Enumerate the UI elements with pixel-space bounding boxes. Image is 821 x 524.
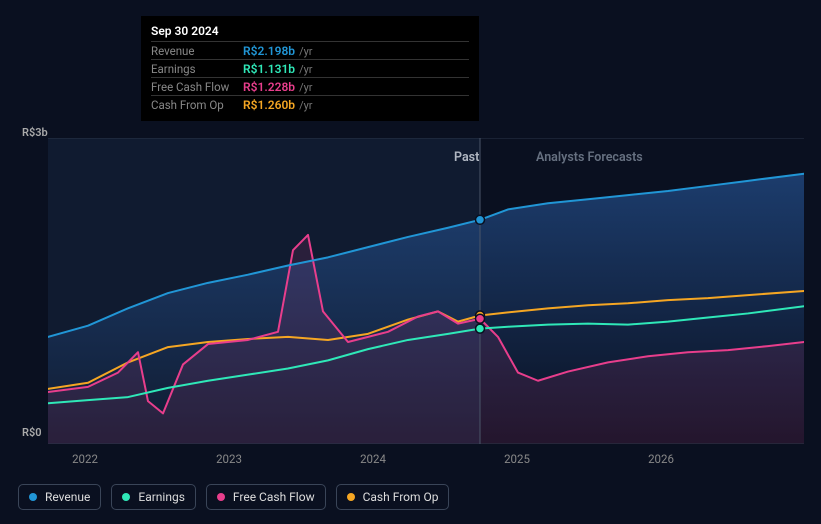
legend-dot-icon (29, 493, 37, 501)
tooltip-row-unit: /yr (299, 63, 312, 76)
x-axis-tick-label: 2023 (216, 452, 242, 466)
legend-item[interactable]: Cash From Op (336, 484, 450, 510)
x-axis-tick-label: 2025 (504, 452, 530, 466)
y-axis-label-bottom: R$0 (22, 426, 42, 439)
tooltip-row-label: Earnings (151, 62, 243, 76)
tooltip-row-unit: /yr (299, 99, 312, 112)
legend-label: Cash From Op (363, 490, 439, 504)
tooltip-row: Cash From OpR$1.260b/yr (151, 95, 469, 113)
tooltip-row-value: R$1.228b (243, 80, 295, 94)
tooltip-row-label: Cash From Op (151, 98, 243, 112)
tooltip-row: EarningsR$1.131b/yr (151, 59, 469, 77)
tooltip-row-label: Free Cash Flow (151, 80, 243, 94)
legend-label: Free Cash Flow (233, 490, 315, 504)
tooltip-row: Free Cash FlowR$1.228b/yr (151, 77, 469, 95)
chart-tooltip: Sep 30 2024 RevenueR$2.198b/yrEarningsR$… (141, 16, 479, 121)
legend-label: Revenue (45, 490, 90, 504)
tooltip-row-label: Revenue (151, 44, 243, 58)
legend-item[interactable]: Revenue (18, 484, 101, 510)
chart-legend: Revenue Earnings Free Cash Flow Cash From O… (18, 484, 449, 510)
x-axis-tick-label: 2026 (648, 452, 674, 466)
legend-dot-icon (347, 493, 355, 501)
tooltip-row-unit: /yr (299, 81, 312, 94)
legend-item[interactable]: Earnings (111, 484, 196, 510)
legend-item[interactable]: Free Cash Flow (206, 484, 326, 510)
tooltip-row-value: R$1.260b (243, 98, 295, 112)
tooltip-row: RevenueR$2.198b/yr (151, 41, 469, 59)
legend-dot-icon (217, 493, 225, 501)
y-axis-label-top: R$3b (22, 126, 48, 139)
x-axis-labels: 2022 2023 2024 2025 2026 (48, 452, 804, 472)
legend-label: Earnings (138, 490, 185, 504)
x-axis-tick-label: 2022 (72, 452, 98, 466)
tooltip-row-unit: /yr (299, 45, 312, 58)
tooltip-row-value: R$1.131b (243, 62, 295, 76)
chart-plot-area[interactable] (48, 138, 804, 444)
tooltip-row-value: R$2.198b (243, 44, 295, 58)
tooltip-date: Sep 30 2024 (151, 24, 469, 41)
x-axis-tick-label: 2024 (360, 452, 386, 466)
legend-dot-icon (122, 493, 130, 501)
